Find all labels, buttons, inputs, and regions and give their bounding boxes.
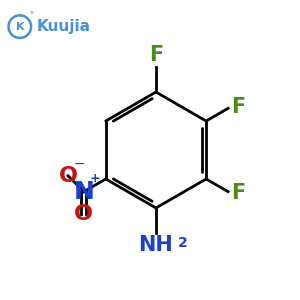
Text: K: K bbox=[16, 22, 24, 32]
Text: F: F bbox=[231, 97, 245, 117]
Text: °: ° bbox=[30, 11, 34, 20]
Text: +: + bbox=[90, 172, 101, 185]
Text: NH: NH bbox=[139, 235, 173, 255]
Text: 2: 2 bbox=[178, 236, 188, 250]
Text: F: F bbox=[231, 183, 245, 203]
Text: N: N bbox=[74, 180, 94, 204]
Text: Kuujia: Kuujia bbox=[36, 19, 90, 34]
Text: F: F bbox=[149, 45, 163, 65]
Text: O: O bbox=[74, 204, 93, 224]
Text: −: − bbox=[74, 156, 85, 170]
Text: O: O bbox=[58, 166, 78, 186]
